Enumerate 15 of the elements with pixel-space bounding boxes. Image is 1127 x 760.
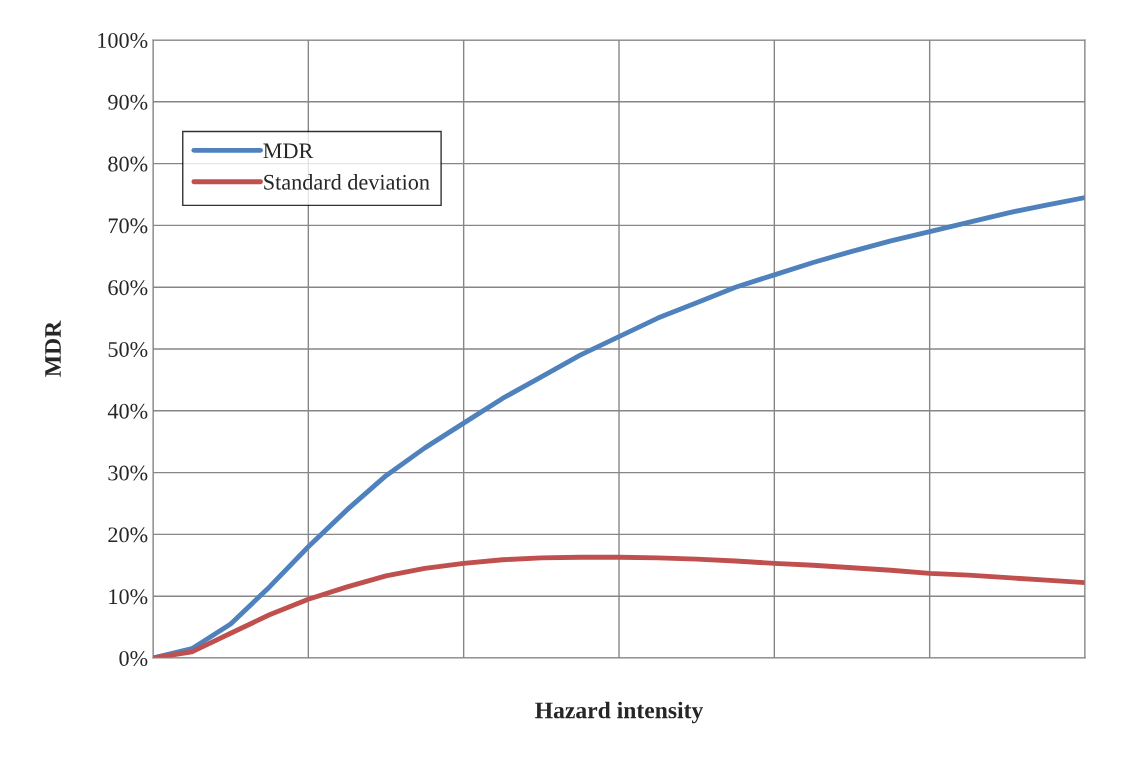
y-tick-label: 80% [108,156,148,172]
y-axis-title: MDR [45,320,61,377]
y-tick-label: 90% [108,94,148,110]
y-tick-label: 0% [119,650,148,666]
legend-label: Standard deviation [264,174,430,190]
y-tick-label: 10% [109,589,148,605]
x-axis-title: Hazard intensity [535,701,704,724]
y-tick-label: 70% [108,218,148,234]
y-tick-label: 20% [108,527,148,543]
y-tick-label: 100% [98,32,148,48]
y-tick-label: 40% [107,403,148,419]
y-tick-label: 60% [108,280,148,296]
legend-label: MDR [263,143,314,159]
y-tick-label: 30% [108,465,148,481]
y-tick-label: 50% [108,341,148,357]
